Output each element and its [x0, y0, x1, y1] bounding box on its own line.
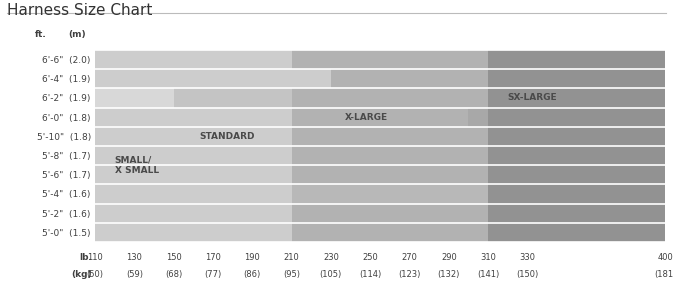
- Text: (114): (114): [359, 270, 382, 279]
- Bar: [468, 108, 488, 127]
- Text: 210: 210: [284, 253, 299, 262]
- Text: lb.: lb.: [79, 253, 92, 262]
- Text: (m): (m): [68, 30, 85, 39]
- Text: X-LARGE: X-LARGE: [345, 113, 388, 122]
- Bar: [95, 88, 174, 108]
- Bar: [95, 223, 291, 242]
- Bar: [291, 223, 488, 242]
- Text: STANDARD: STANDARD: [199, 132, 254, 141]
- Text: SX-LARGE: SX-LARGE: [507, 93, 557, 103]
- Text: 150: 150: [166, 253, 182, 262]
- Text: (59): (59): [126, 270, 143, 279]
- Bar: [488, 50, 665, 69]
- Text: (95): (95): [283, 270, 300, 279]
- Bar: [174, 88, 291, 108]
- Bar: [488, 165, 665, 184]
- Bar: [488, 184, 665, 204]
- Bar: [488, 127, 665, 146]
- Bar: [95, 69, 331, 88]
- Bar: [488, 223, 665, 242]
- Bar: [95, 108, 291, 127]
- Bar: [291, 88, 488, 108]
- Bar: [291, 127, 488, 146]
- Bar: [488, 204, 665, 223]
- Text: SMALL/
X SMALL: SMALL/ X SMALL: [114, 155, 159, 175]
- Bar: [488, 69, 665, 88]
- Text: 230: 230: [323, 253, 339, 262]
- Text: 270: 270: [402, 253, 417, 262]
- Text: (86): (86): [244, 270, 261, 279]
- Bar: [95, 184, 291, 204]
- Text: 310: 310: [480, 253, 496, 262]
- Text: (77): (77): [205, 270, 221, 279]
- Bar: [291, 204, 488, 223]
- Text: (68): (68): [165, 270, 182, 279]
- Text: (141): (141): [477, 270, 499, 279]
- Bar: [291, 184, 488, 204]
- Bar: [291, 50, 488, 69]
- Bar: [488, 146, 665, 165]
- Text: 290: 290: [441, 253, 457, 262]
- Bar: [291, 165, 488, 184]
- Text: 110: 110: [87, 253, 103, 262]
- Bar: [95, 50, 291, 69]
- Bar: [95, 165, 291, 184]
- Text: 170: 170: [205, 253, 221, 262]
- Text: 330: 330: [520, 253, 536, 262]
- Text: ft.: ft.: [34, 30, 46, 39]
- Bar: [95, 127, 291, 146]
- Text: (150): (150): [516, 270, 538, 279]
- Text: (kg): (kg): [71, 270, 92, 279]
- Text: (132): (132): [437, 270, 460, 279]
- Text: Harness Size Chart: Harness Size Chart: [7, 3, 152, 18]
- Bar: [95, 204, 291, 223]
- Bar: [95, 146, 291, 165]
- Bar: [291, 108, 468, 127]
- Text: (123): (123): [398, 270, 421, 279]
- Text: (181): (181): [653, 270, 673, 279]
- Text: (105): (105): [320, 270, 342, 279]
- Text: 400: 400: [657, 253, 673, 262]
- Bar: [331, 69, 488, 88]
- Bar: [291, 146, 488, 165]
- Text: 190: 190: [244, 253, 260, 262]
- Text: (50): (50): [87, 270, 104, 279]
- Text: 250: 250: [362, 253, 378, 262]
- Text: 130: 130: [127, 253, 142, 262]
- Bar: [488, 88, 665, 108]
- Bar: [488, 108, 665, 127]
